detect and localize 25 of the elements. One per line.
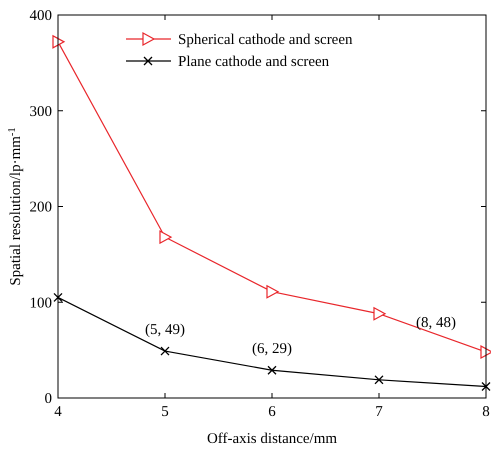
annotation: (5, 49) xyxy=(145,322,185,338)
y-tick-label: 200 xyxy=(30,200,52,216)
annotation: (8, 48) xyxy=(416,315,456,332)
legend-label: Spherical cathode and screen xyxy=(178,32,353,48)
point xyxy=(267,366,277,375)
point xyxy=(266,285,279,298)
y-tick-label: 100 xyxy=(30,295,52,312)
y-tick-label: 0 xyxy=(44,391,52,407)
y-tick-label: 300 xyxy=(30,104,52,120)
point xyxy=(373,307,386,320)
x-tick-label: 5 xyxy=(161,404,169,420)
point xyxy=(53,292,63,302)
point xyxy=(160,346,170,356)
y-tick-label: 400 xyxy=(30,8,52,24)
x-axis-title: Off-axis distance/mm xyxy=(206,431,338,447)
point xyxy=(159,230,172,244)
point xyxy=(481,382,491,392)
point xyxy=(374,375,384,384)
annotation: (6, 29) xyxy=(252,341,292,358)
x-tick-label: 8 xyxy=(482,404,490,420)
x-tick-label: 4 xyxy=(54,404,62,420)
x-tick-label: 6 xyxy=(268,404,276,420)
legend-label: Plane cathode and screen xyxy=(178,54,330,70)
x-tick-label: 7 xyxy=(375,404,384,420)
point xyxy=(52,35,65,48)
